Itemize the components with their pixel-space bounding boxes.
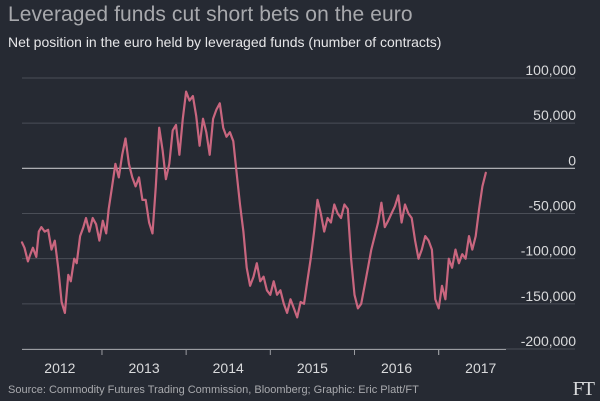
- x-tick-label: 2013: [128, 360, 159, 376]
- series-layer: [20, 90, 487, 319]
- x-axis: 2012 2013 2014 2015 2016 2017: [22, 349, 506, 376]
- source-note: Source: Commodity Futures Trading Commis…: [8, 384, 419, 396]
- y-tick-label: -100,000: [521, 243, 576, 259]
- y-tick-label: 100,000: [525, 62, 576, 78]
- y-tick-label: 0: [568, 152, 576, 168]
- chart-subtitle: Net position in the euro held by leverag…: [8, 34, 442, 50]
- ft-logo: FT: [572, 378, 595, 400]
- x-tick-label: 2016: [381, 360, 412, 376]
- x-tick-label: 2014: [213, 360, 244, 376]
- y-tick-labels: 100,000 50,000 0 -50,000 -100,000 -150,000 -20…: [521, 62, 576, 349]
- chart-title: Leveraged funds cut short bets on the eu…: [8, 3, 413, 26]
- y-tick-label: -50,000: [529, 198, 577, 214]
- y-tick-label: -150,000: [521, 288, 576, 304]
- x-tick-label: 2017: [465, 360, 496, 376]
- y-tick-label: -200,000: [521, 333, 576, 349]
- x-tick-label: 2012: [44, 360, 75, 376]
- series-line: [20, 90, 487, 319]
- x-tick-label: 2015: [297, 360, 328, 376]
- y-tick-label: 50,000: [533, 107, 576, 123]
